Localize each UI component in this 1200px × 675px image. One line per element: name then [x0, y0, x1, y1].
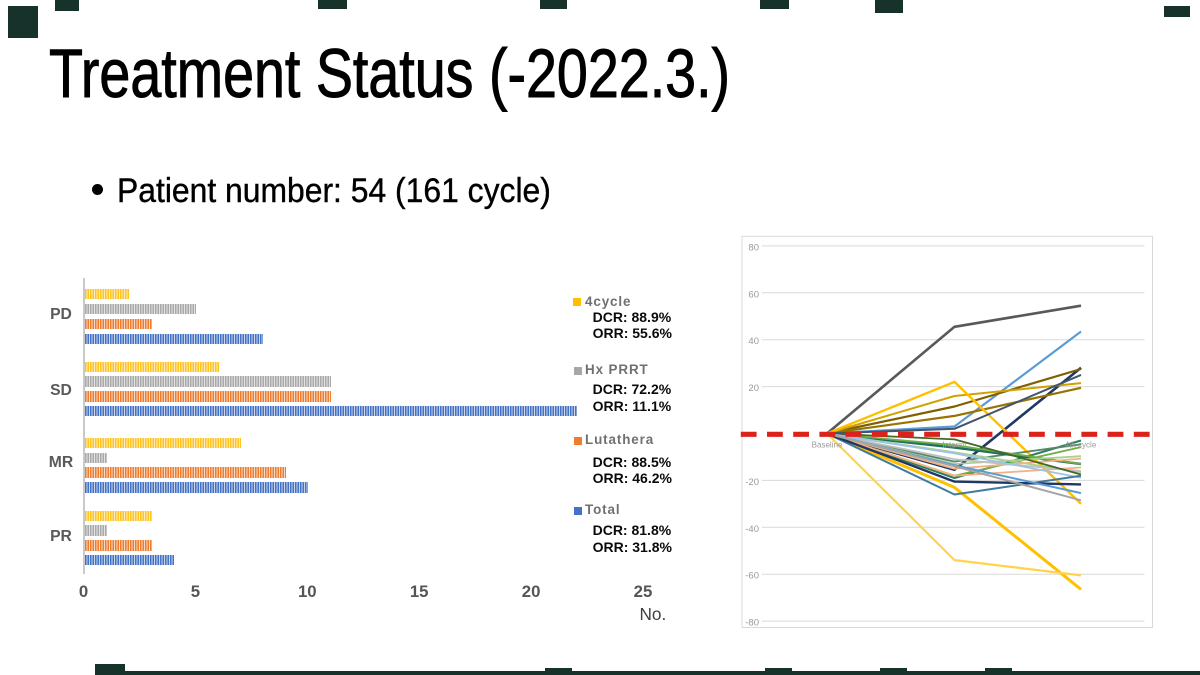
- svg-text:4th cycle: 4th cycle: [1065, 441, 1097, 450]
- svg-text:-40: -40: [745, 524, 759, 535]
- svg-text:60: 60: [748, 289, 759, 300]
- svg-text:80: 80: [748, 242, 759, 253]
- svg-text:-80: -80: [745, 618, 759, 629]
- svg-text:20: 20: [748, 383, 759, 394]
- svg-text:40: 40: [748, 336, 759, 347]
- svg-text:-60: -60: [745, 571, 759, 582]
- svg-text:Interim: Interim: [942, 441, 967, 450]
- svg-text:Baseline: Baseline: [812, 441, 843, 450]
- svg-text:-20: -20: [745, 477, 759, 488]
